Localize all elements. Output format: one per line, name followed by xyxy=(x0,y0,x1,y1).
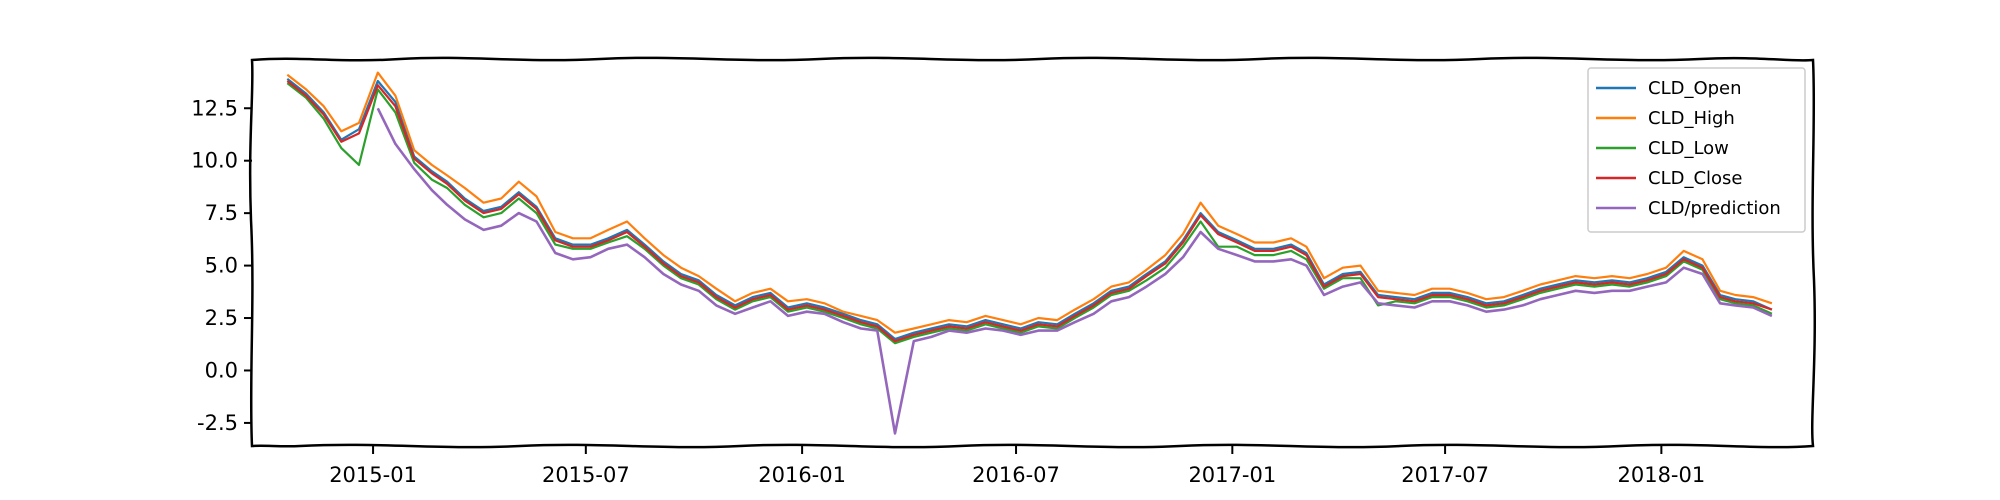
x-tick-label: 2017-07 xyxy=(1401,463,1489,487)
legend-label: CLD_High xyxy=(1648,108,1735,129)
plot-frame xyxy=(248,56,1816,449)
x-tick-label: 2017-01 xyxy=(1188,463,1276,487)
y-axis: -2.5 0.0 2.5 5.0 7.5 10.0 12.5 xyxy=(191,96,252,435)
series-line-cld-high xyxy=(286,71,1773,334)
legend-label: CLD_Close xyxy=(1648,168,1743,189)
x-tick-label: 2018-01 xyxy=(1617,463,1705,487)
y-tick-label: -2.5 xyxy=(197,411,238,435)
x-tick-label: 2016-07 xyxy=(972,463,1060,487)
y-tick-label: 2.5 xyxy=(205,306,238,330)
legend-box xyxy=(1587,67,1806,233)
x-tick-label: 2015-07 xyxy=(542,463,630,487)
x-tick-label: 2015-01 xyxy=(329,463,417,487)
legend-label: CLD_Low xyxy=(1648,138,1729,159)
legend-label: CLD/prediction xyxy=(1648,198,1781,219)
series-line-cld-open xyxy=(286,78,1773,341)
legend-label: CLD_Open xyxy=(1648,78,1742,99)
legend: CLD_Open CLD_High CLD_Low CLD_Close CLD/pred… xyxy=(1587,67,1806,233)
x-axis: 2015-01 2015-07 2016-01 2016-07 2017-01 2017-… xyxy=(329,446,1705,487)
y-tick-label: 7.5 xyxy=(205,201,238,225)
y-tick-label: 12.5 xyxy=(191,96,238,120)
series-line-cld-close xyxy=(286,80,1773,343)
series-line-cld-prediction xyxy=(376,107,1773,435)
y-tick-label: 5.0 xyxy=(205,254,238,278)
y-tick-label: 10.0 xyxy=(191,149,238,173)
y-tick-label: 0.0 xyxy=(205,358,238,382)
plot-lines xyxy=(286,71,1773,435)
x-tick-label: 2016-01 xyxy=(758,463,846,487)
series-line-cld-low xyxy=(286,82,1773,345)
